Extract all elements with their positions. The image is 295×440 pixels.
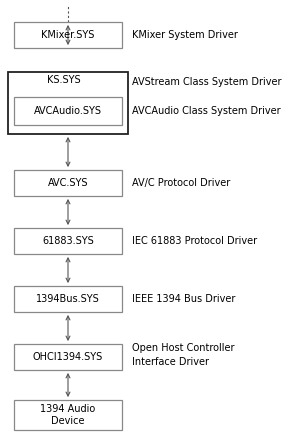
Text: KMixer System Driver: KMixer System Driver	[132, 30, 238, 40]
Bar	[14, 22, 122, 48]
Text: IEC 61883 Protocol Driver: IEC 61883 Protocol Driver	[132, 236, 257, 246]
Text: Open Host Controller
Interface Driver: Open Host Controller Interface Driver	[132, 343, 235, 367]
Text: AVStream Class System Driver: AVStream Class System Driver	[132, 77, 281, 87]
Text: 61883.SYS: 61883.SYS	[42, 236, 94, 246]
Bar	[14, 97, 122, 125]
Bar	[14, 400, 122, 430]
Text: 1394Bus.SYS: 1394Bus.SYS	[36, 294, 100, 304]
Bar	[8, 72, 128, 134]
Bar	[14, 344, 122, 370]
Text: KMixer.SYS: KMixer.SYS	[41, 30, 95, 40]
Text: IEEE 1394 Bus Driver: IEEE 1394 Bus Driver	[132, 294, 235, 304]
Bar	[14, 286, 122, 312]
Text: AVCAudio.SYS: AVCAudio.SYS	[34, 106, 102, 116]
Bar	[14, 170, 122, 196]
Text: OHCI1394.SYS: OHCI1394.SYS	[33, 352, 103, 362]
Text: AVC.SYS: AVC.SYS	[48, 178, 88, 188]
Text: 1394 Audio
Device: 1394 Audio Device	[40, 404, 96, 426]
Text: AVCAudio Class System Driver: AVCAudio Class System Driver	[132, 106, 281, 116]
Text: AV/C Protocol Driver: AV/C Protocol Driver	[132, 178, 230, 188]
Bar	[14, 228, 122, 254]
Text: KS.SYS: KS.SYS	[47, 75, 81, 85]
